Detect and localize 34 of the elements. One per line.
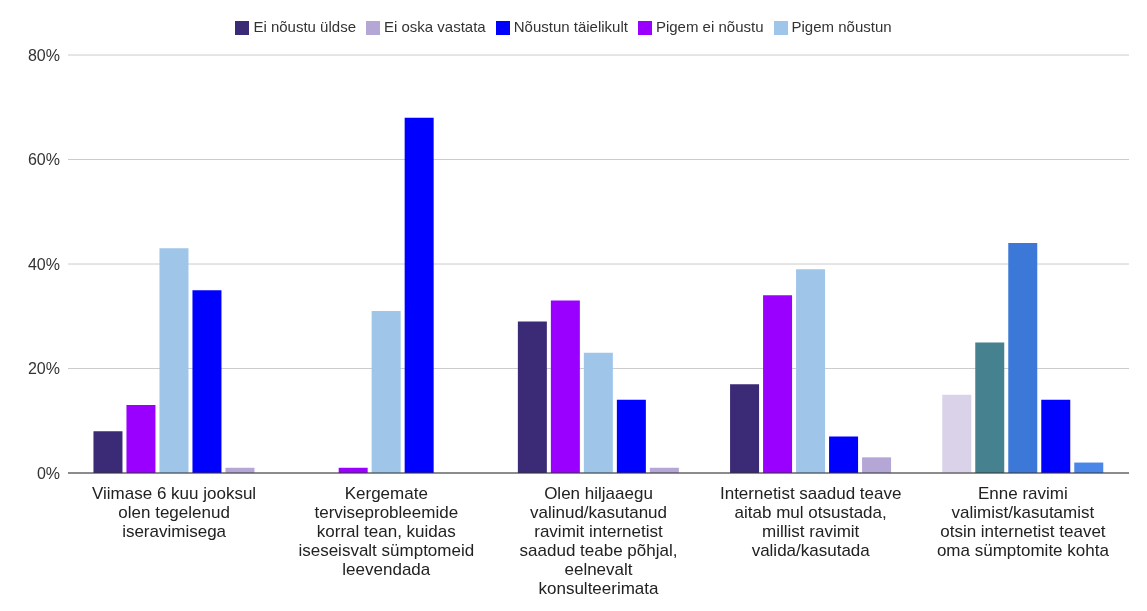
legend-label: Ei oska vastata [383,18,486,35]
y-tick-label: 60% [27,151,60,169]
bar [583,352,613,473]
bar [517,321,547,473]
x-tick-label: Internetist saadud teave aitab mul otsustada, millist ravimit valida/kasutada [719,484,902,560]
bar [371,311,401,473]
legend-label: Pigem nõustun [791,18,892,35]
bar [1008,243,1038,473]
bar [159,248,189,473]
bar [1041,399,1071,473]
bar [550,300,580,473]
bar [93,431,123,473]
x-tick-label: Viimase 6 kuu jooksul olen tegelenud iseravimisega [92,484,257,541]
y-tick-label: 0% [36,464,60,482]
bar [616,399,646,473]
y-tick-label: 40% [27,255,60,273]
bar [829,436,859,473]
legend-label: Pigem ei nõustu [655,18,764,35]
y-tick-label: 80% [27,46,60,64]
legend-label: Nõustun täielikult [513,18,628,35]
bar [862,457,892,473]
bar [942,394,972,473]
x-tick-label: Olen hiljaaegu valinud/kasutanud ravimit internetist saadud teabe põhjal, eelnevalt konsulteerimata [519,484,678,598]
bar [763,295,793,473]
y-tick-label: 20% [27,360,60,378]
bar [404,117,434,473]
bar [126,405,156,473]
legend-label: Ei nõustu üldse [253,18,356,35]
x-tick-label: Kergemate terviseprobleemide korral tean, kuidas iseseisvalt sümptomeid leevendada [298,484,475,579]
x-tick-label: Enne ravimi valimist/kasutamist otsin internetist teavet oma sümptomite kohta [936,484,1110,560]
bar [192,290,222,473]
bar [730,384,760,473]
bar [975,342,1005,473]
bar [796,269,826,473]
